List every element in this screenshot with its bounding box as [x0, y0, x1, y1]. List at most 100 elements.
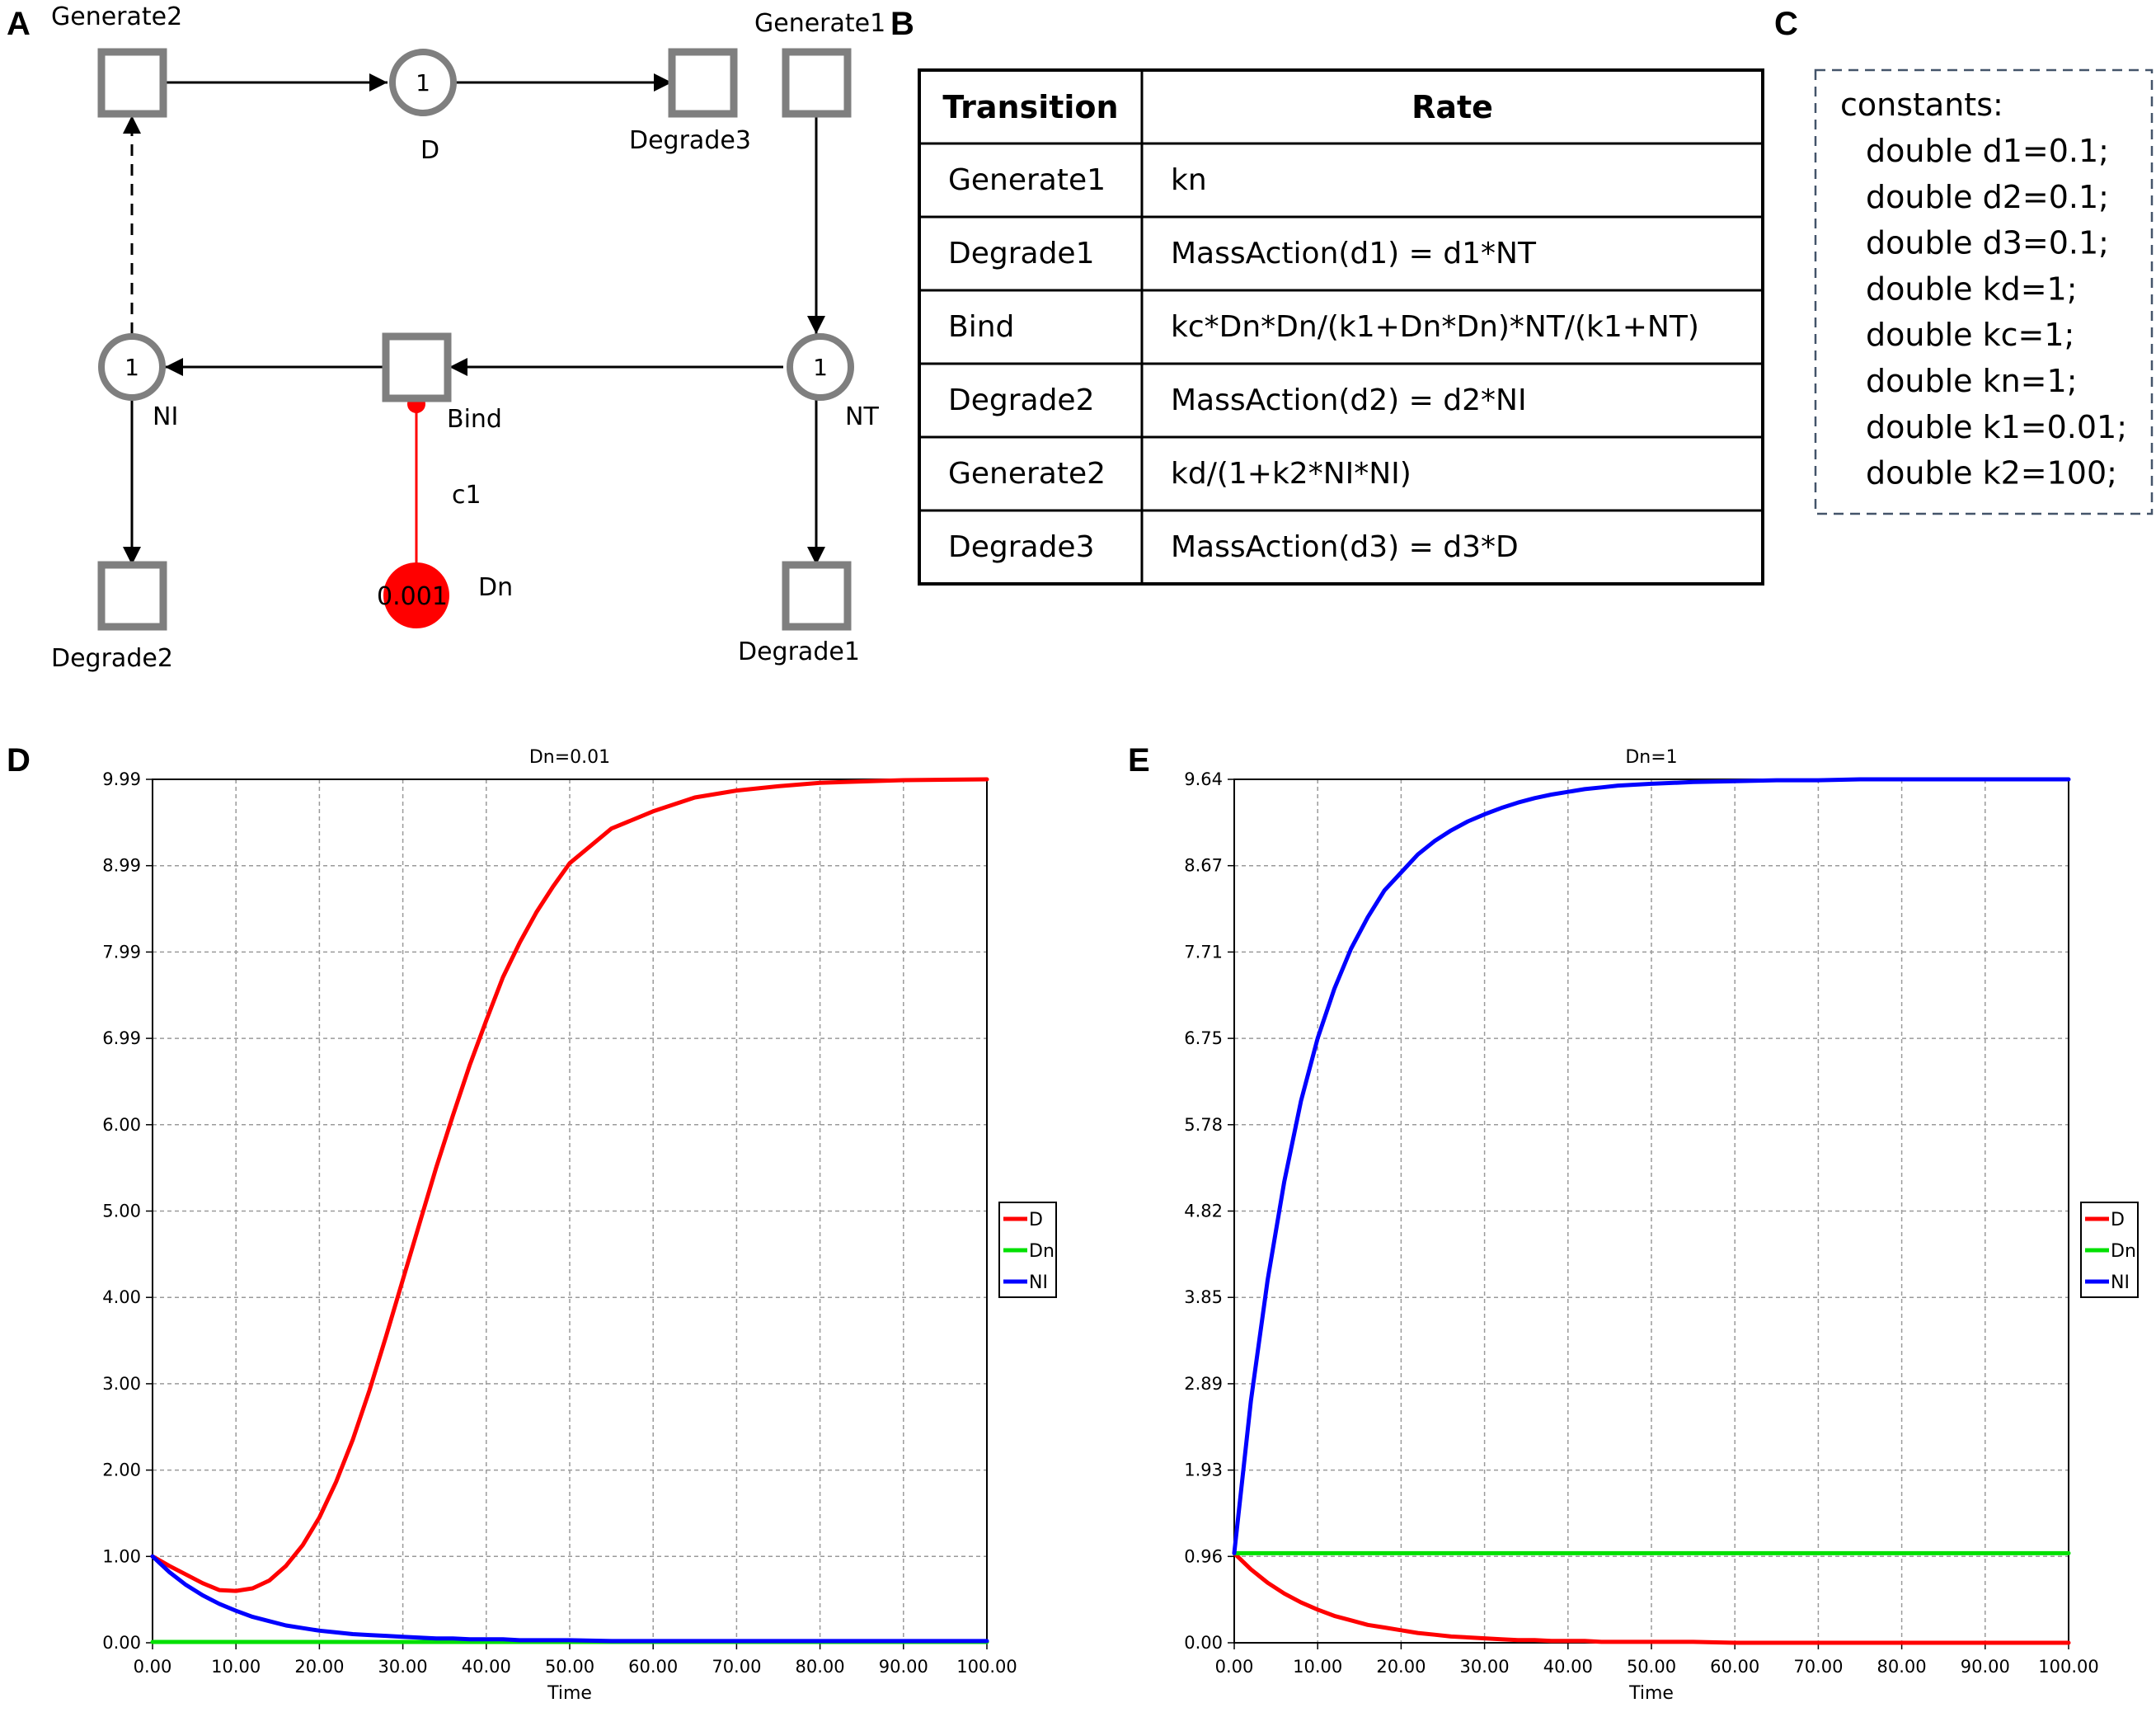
table-cell-rate: kd/(1+k2*NI*NI) — [1171, 457, 1411, 491]
label-bind: Bind — [447, 405, 502, 434]
x-tick-label: 10.00 — [1293, 1657, 1342, 1677]
y-tick-label: 9.64 — [1184, 769, 1223, 789]
label-c1: c1 — [452, 481, 481, 510]
y-tick-label: 3.85 — [1184, 1287, 1223, 1307]
constant-line: double k2=100; — [1866, 455, 2117, 492]
constant-line: double kd=1; — [1866, 270, 2078, 307]
table-cell-transition: Bind — [948, 310, 1014, 344]
constant-line: double kc=1; — [1866, 317, 2074, 353]
table-header-rate: Rate — [1411, 89, 1493, 125]
label-degrade2: Degrade2 — [51, 644, 173, 673]
x-tick-label: 40.00 — [1543, 1657, 1593, 1677]
panel-letter-a: A — [7, 6, 31, 42]
y-tick-label: 5.78 — [1184, 1115, 1223, 1135]
place-nt-tokens: 1 — [813, 354, 828, 381]
transition-generate1[interactable] — [782, 48, 852, 118]
constants-list: double d1=0.1; double d2=0.1; double d3=0.… — [1866, 133, 2127, 492]
x-tick-label: 0.00 — [134, 1657, 172, 1677]
y-tick-label: 6.99 — [102, 1028, 141, 1048]
x-tick-label: 30.00 — [1460, 1657, 1510, 1677]
x-axis-label: Time — [547, 1683, 592, 1704]
place-ni[interactable] — [98, 333, 166, 401]
x-tick-label: 50.00 — [545, 1657, 594, 1677]
label-degrade1: Degrade1 — [738, 637, 860, 666]
table-cell-rate: MassAction(d1) = d1*NT — [1171, 237, 1537, 270]
table-cell-transition: Degrade2 — [948, 383, 1095, 417]
panel-c-constants: C constants: double d1=0.1; double d2=0.1… — [1774, 6, 2154, 515]
transition-generate2[interactable] — [97, 48, 167, 118]
legend: D Dn NI — [2080, 1202, 2139, 1298]
x-tick-label: 30.00 — [378, 1657, 428, 1677]
legend-label-d: D — [2111, 1210, 2125, 1230]
place-d[interactable] — [389, 49, 457, 116]
place-nt[interactable] — [787, 333, 854, 401]
y-tick-label: 8.99 — [102, 856, 141, 876]
constants-box — [1814, 68, 2154, 515]
x-tick-label: 70.00 — [712, 1657, 761, 1677]
x-tick-label: 100.00 — [956, 1657, 1017, 1677]
x-axis-label: Time — [1628, 1683, 1674, 1704]
series-line-ni — [150, 1554, 989, 1644]
panel-letter-c: C — [1774, 6, 1798, 42]
place-d-tokens: 1 — [416, 69, 430, 96]
table-cell-rate: MassAction(d2) = d2*NI — [1171, 383, 1527, 417]
legend-label-dn: Dn — [1029, 1241, 1055, 1262]
x-tick-label: 90.00 — [879, 1657, 928, 1677]
label-dn: Dn — [478, 573, 513, 602]
table-cell-rate: MassAction(d3) = d3*D — [1171, 530, 1519, 564]
y-tick-label: 8.67 — [1184, 856, 1223, 876]
series-line-d — [1232, 1550, 2071, 1645]
x-tick-label: 0.00 — [1215, 1657, 1254, 1677]
y-tick-label: 5.00 — [102, 1202, 141, 1221]
constant-line: double d1=0.1; — [1866, 133, 2109, 169]
transition-degrade2[interactable] — [97, 561, 167, 631]
place-ni-tokens: 1 — [124, 354, 139, 381]
y-tick-label: 3.00 — [102, 1374, 141, 1394]
x-tick-label: 20.00 — [294, 1657, 344, 1677]
constant-line: double k1=0.01; — [1866, 409, 2127, 445]
panel-letter-e: E — [1128, 742, 1150, 779]
place-dn-tokens: 0.001 — [377, 582, 448, 611]
panel-e-chart: E Dn=1 0.00 10.00 20.00 30.00 40.00 50.00 60.00… — [1128, 742, 2139, 1704]
y-tick-label: 7.71 — [1184, 942, 1223, 962]
x-tick-label: 40.00 — [462, 1657, 511, 1677]
x-tick-label: 100.00 — [2038, 1657, 2098, 1677]
y-tick-label: 0.00 — [102, 1633, 141, 1653]
label-d: D — [420, 136, 439, 165]
table-cell-transition: Degrade3 — [948, 530, 1095, 564]
chart-title: Dn=0.01 — [529, 747, 610, 768]
x-tick-label: 80.00 — [1877, 1657, 1927, 1677]
y-tick-label: 1.93 — [1184, 1461, 1223, 1480]
table-cell-transition: Degrade1 — [948, 237, 1095, 270]
x-tick-label: 50.00 — [1627, 1657, 1676, 1677]
legend: D Dn NI — [998, 1202, 1057, 1298]
constants-heading: constants: — [1840, 87, 2003, 123]
transition-degrade1[interactable] — [782, 561, 852, 631]
x-tick-label: 60.00 — [628, 1657, 678, 1677]
transition-bind[interactable] — [382, 332, 452, 402]
y-tick-label: 7.99 — [102, 942, 141, 962]
label-degrade3: Degrade3 — [629, 126, 751, 155]
transition-degrade3[interactable] — [668, 48, 738, 118]
panel-a-petri-net: A 1 1 1 0.001 Generate2 Generate1 Degrad… — [7, 2, 885, 673]
x-tick-label: 20.00 — [1376, 1657, 1426, 1677]
label-nt: NT — [845, 402, 879, 431]
table-cell-rate: kn — [1171, 163, 1207, 197]
y-tick-label: 6.00 — [102, 1115, 141, 1135]
panel-letter-b: B — [890, 6, 914, 42]
x-tick-label: 90.00 — [1961, 1657, 2010, 1677]
constant-line: double kn=1; — [1866, 363, 2078, 399]
gridlines — [153, 779, 987, 1643]
y-tick-label: 9.99 — [102, 769, 141, 789]
x-tick-label: 70.00 — [1793, 1657, 1843, 1677]
legend-label-ni: NI — [2111, 1272, 2130, 1293]
place-dn[interactable] — [383, 562, 449, 628]
label-generate2: Generate2 — [51, 2, 182, 31]
y-tick-label: 2.00 — [102, 1461, 141, 1480]
legend-label-ni: NI — [1029, 1272, 1048, 1293]
y-tick-label: 0.00 — [1184, 1633, 1223, 1653]
y-tick-label: 2.89 — [1184, 1374, 1223, 1394]
x-tick-label: 60.00 — [1710, 1657, 1759, 1677]
constant-line: double d3=0.1; — [1866, 225, 2109, 261]
